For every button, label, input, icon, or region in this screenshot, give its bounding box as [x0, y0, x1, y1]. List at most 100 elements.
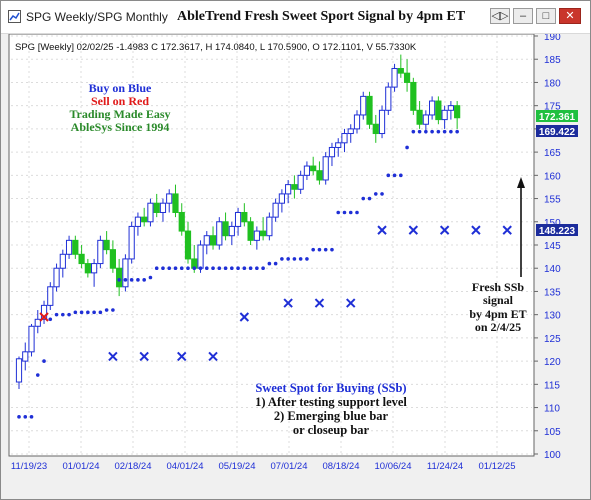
stop-dot: [392, 173, 397, 178]
candle-body: [335, 142, 342, 148]
candle-body: [91, 263, 98, 274]
stop-dot: [123, 278, 128, 282]
candle-body: [203, 235, 210, 246]
candle-body: [197, 244, 204, 269]
price-badges: 172.361 169.422 148.223: [536, 110, 578, 237]
stop-dot: [342, 210, 347, 215]
candle-body: [172, 193, 179, 213]
stop-dot: [292, 257, 297, 261]
y-tick-label: 155: [544, 195, 561, 206]
candle-body: [153, 202, 160, 213]
x-tick-label: 08/18/24: [323, 461, 360, 472]
support-x-mark: [346, 298, 356, 308]
stop-dot: [129, 278, 134, 282]
candle-body: [116, 267, 123, 288]
price-axis: 100 105 110 115 120 125 130 135 140 145 150 155 160 1…: [534, 34, 561, 461]
last-price-text: 172.361: [539, 112, 576, 123]
stop-dot: [449, 129, 453, 134]
candle-body: [416, 109, 423, 125]
y-tick-label: 130: [544, 311, 561, 322]
candle-body: [372, 123, 379, 135]
candle-body: [247, 221, 254, 241]
x-tick-label: 07/01/24: [271, 461, 308, 472]
last-price-badge: [536, 110, 578, 122]
grid: [11, 35, 532, 455]
candle-body: [341, 133, 348, 144]
support-x-mark: [408, 225, 419, 235]
sell-x-mark-stroke: [39, 312, 49, 322]
candle-body: [122, 258, 129, 288]
y-tick-label: 125: [544, 334, 561, 345]
restore-arrows-button[interactable]: ◁▷: [490, 8, 510, 24]
support-x-mark-stroke: [108, 351, 118, 362]
legend: Buy on Blue Sell on Red Trading Made Eas…: [69, 81, 170, 134]
support-x-mark: [108, 351, 118, 362]
candle-body: [216, 221, 223, 246]
candle-body: [447, 105, 454, 111]
stop-dot: [104, 308, 109, 312]
support-x-mark: [471, 225, 481, 235]
support-x-mark: [502, 225, 512, 235]
x-tick-label: 11/19/23: [11, 461, 47, 472]
candle-body: [103, 239, 110, 251]
close-button[interactable]: ✕: [559, 8, 581, 24]
candle-body: [241, 211, 248, 223]
candle-body: [184, 230, 192, 260]
support-x-mark: [283, 298, 293, 308]
ssb-point-1: 1) After testing support level: [255, 395, 407, 409]
candle-body: [378, 109, 386, 135]
candle-body: [78, 253, 85, 265]
stop-dot: [442, 129, 447, 134]
minimize-button[interactable]: –: [513, 8, 533, 24]
stop-dot: [330, 247, 334, 252]
candle-body: [253, 230, 260, 241]
stop-dot: [167, 266, 172, 271]
legend-buy-on-blue: Buy on Blue: [89, 81, 152, 95]
candle-body: [260, 230, 267, 237]
stop-dot: [136, 278, 140, 282]
price-chart[interactable]: 1001051101151201251301351401451501551601…: [1, 34, 590, 499]
y-tick-label: 135: [544, 287, 561, 298]
candle-body: [328, 146, 336, 158]
stop-dot: [92, 310, 96, 315]
stop-dot: [48, 317, 53, 322]
candle-body: [134, 216, 142, 227]
support-x-mark: [377, 225, 387, 235]
candle-body: [65, 239, 73, 255]
candle-body: [272, 202, 279, 218]
candle-body: [178, 211, 185, 232]
stop-dot: [386, 173, 391, 178]
x-tick-label: 04/01/24: [167, 461, 204, 472]
stop-dot: [79, 310, 84, 315]
candle-body: [322, 156, 329, 181]
legend-sell-on-red: Sell on Red: [91, 94, 149, 108]
y-tick-label: 185: [544, 55, 561, 66]
y-tick-label: 100: [544, 450, 561, 461]
support-x-mark-stroke: [408, 225, 419, 235]
support-x-mark-stroke: [314, 298, 325, 308]
y-tick-label: 110: [544, 404, 560, 415]
candle-body: [303, 165, 311, 176]
stop-dot: [98, 310, 103, 315]
stop-dot: [248, 266, 253, 271]
chart-app-icon: [8, 10, 21, 23]
candle-body: [147, 202, 154, 223]
stop-dot: [373, 192, 378, 196]
y-tick-label: 180: [544, 78, 561, 89]
support-x-mark: [177, 351, 187, 362]
support-x-mark-stroke: [208, 351, 218, 362]
stop-dot: [73, 310, 78, 315]
stop-dot: [230, 266, 234, 271]
maximize-button[interactable]: □: [536, 8, 556, 24]
support-x-mark-stroke: [346, 298, 356, 308]
ssb-point-2: 2) Emerging blue bar: [274, 409, 389, 423]
lower-stop-text: 148.223: [539, 226, 576, 237]
support-x-mark: [239, 312, 250, 322]
stop-dot: [405, 145, 409, 150]
x-tick-label: 10/06/24: [375, 461, 412, 472]
chart-marks: [15, 54, 512, 419]
stop-dot: [161, 266, 165, 271]
candle-body: [366, 95, 373, 125]
stop-dot: [54, 312, 59, 317]
stop-dot: [198, 266, 203, 271]
